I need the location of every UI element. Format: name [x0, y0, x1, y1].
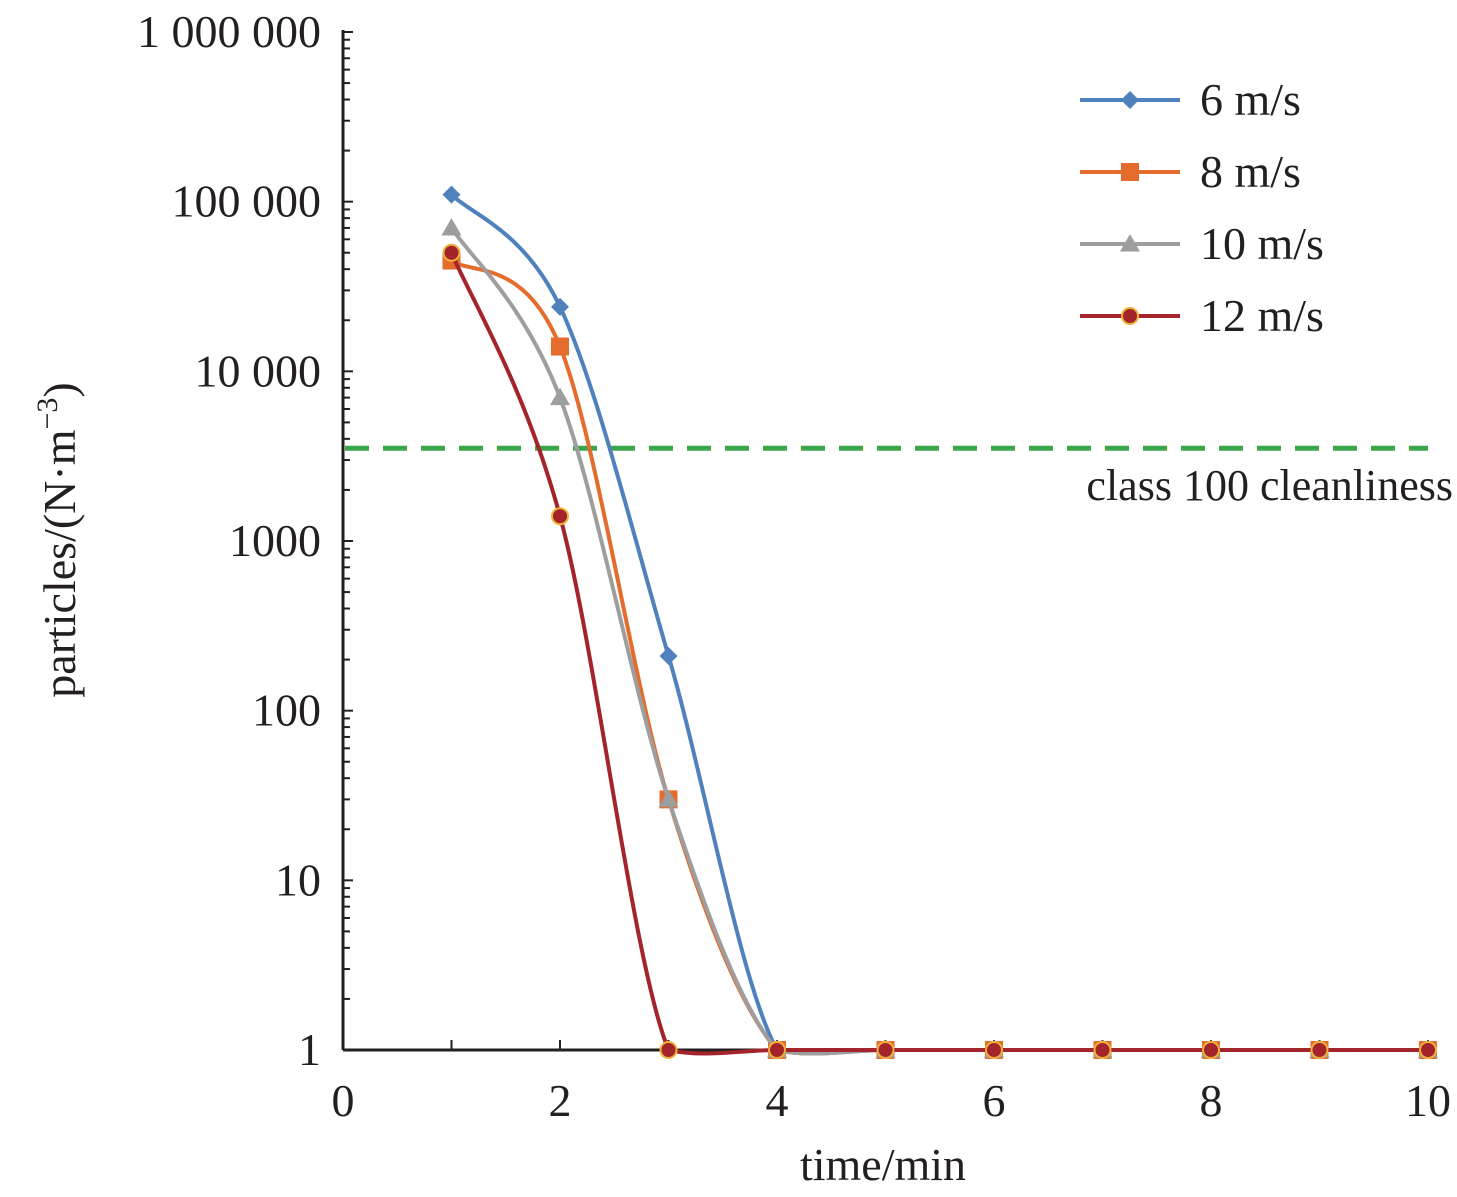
- y-tick-label: 1 000 000: [137, 6, 321, 57]
- data-point: [1419, 1041, 1437, 1059]
- x-axis-title: time/min: [800, 1139, 966, 1190]
- x-tick-label: 8: [1200, 1075, 1223, 1126]
- series-10-m-s: [441, 217, 1438, 1058]
- x-tick-label: 10: [1405, 1075, 1451, 1126]
- legend: 6 m/s 8 m/s 10 m/s 12 m/s: [1080, 74, 1324, 341]
- data-point: [876, 1041, 895, 1059]
- series-line: [449, 251, 1428, 1056]
- legend-marker: [1121, 91, 1139, 109]
- data-point: [1202, 1041, 1220, 1059]
- legend-label: 12 m/s: [1200, 290, 1324, 341]
- legend-label: 8 m/s: [1200, 146, 1301, 197]
- legend-marker: [1121, 163, 1139, 181]
- y-axis-title: particles/(N·m−3): [31, 382, 85, 697]
- y-axis-title-end: ): [34, 382, 85, 397]
- legend-marker: [1120, 234, 1140, 252]
- legend-item: 12 m/s: [1080, 290, 1324, 341]
- data-point: [659, 646, 678, 665]
- series-line: [449, 226, 1428, 1056]
- legend-label: 10 m/s: [1200, 218, 1324, 269]
- y-tick-label: 10 000: [195, 345, 322, 396]
- x-tick-label: 6: [983, 1075, 1006, 1126]
- data-point: [442, 185, 461, 204]
- y-tick-label: 1: [298, 1024, 321, 1075]
- data-point: [768, 1041, 786, 1059]
- y-axis-title-superscript: −3: [31, 398, 64, 430]
- data-point: [551, 297, 569, 316]
- data-point: [985, 1041, 1003, 1059]
- legend-marker: [1121, 307, 1139, 325]
- legend-item: 6 m/s: [1080, 74, 1301, 125]
- reference-line-label: class 100 cleanliness: [1086, 461, 1453, 510]
- series-layer: [441, 185, 1438, 1059]
- y-axis-title-main: particles/(N·m: [34, 429, 85, 697]
- series-line: [450, 258, 1428, 1056]
- y-tick-label: 100 000: [172, 176, 322, 227]
- data-point: [550, 387, 570, 406]
- data-point: [1310, 1041, 1329, 1059]
- legend-item: 8 m/s: [1080, 146, 1301, 197]
- data-point: [1093, 1041, 1112, 1059]
- data-point: [659, 1041, 678, 1059]
- x-tick-label: 0: [332, 1075, 355, 1126]
- legend-item: 10 m/s: [1080, 218, 1324, 269]
- data-point: [551, 507, 569, 526]
- series-12-m-s: [442, 243, 1437, 1059]
- x-tick-label: 2: [549, 1075, 572, 1126]
- data-point: [658, 789, 679, 807]
- x-tick-label: 4: [766, 1075, 789, 1126]
- data-point: [441, 217, 462, 236]
- legend-label: 6 m/s: [1200, 74, 1301, 125]
- axes-layer: 1 10 100 1000 10 000 100 000 1 000 000 0 2 4 6 8 10: [137, 6, 1451, 1126]
- data-point: [442, 243, 461, 262]
- series-8-m-s: [442, 251, 1437, 1059]
- data-point: [551, 337, 569, 356]
- y-tick-label: 100: [252, 685, 321, 736]
- y-tick-label: 10: [275, 854, 321, 905]
- y-tick-label: 1000: [229, 515, 321, 566]
